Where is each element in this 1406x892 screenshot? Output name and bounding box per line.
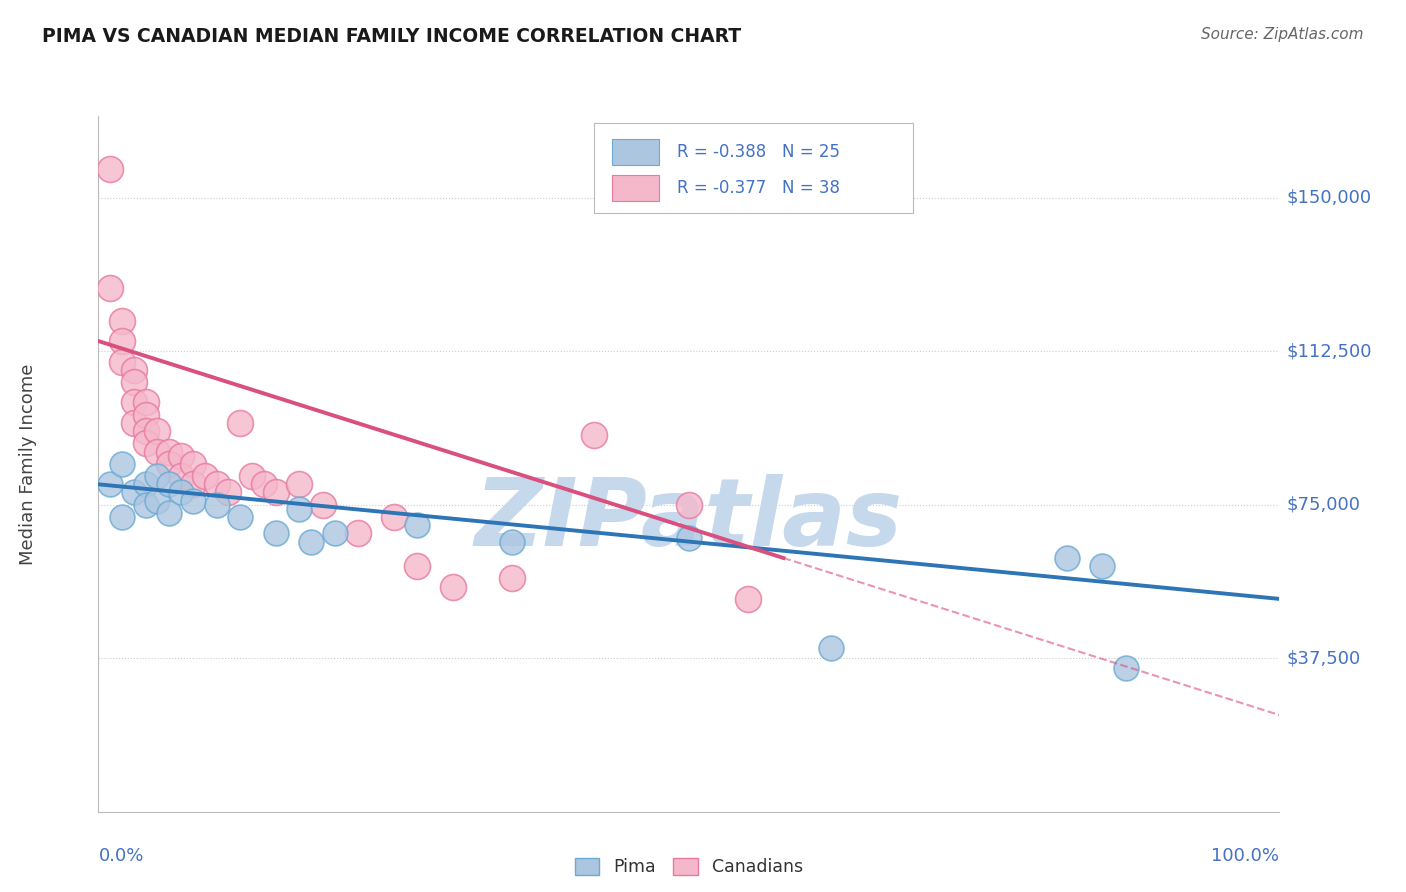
Point [181, 477, 204, 491]
Text: $37,500: $37,500 [1286, 649, 1361, 667]
Point [122, 416, 145, 430]
Point [146, 444, 169, 458]
Point [583, 428, 606, 442]
Point [135, 408, 157, 422]
Point [181, 493, 204, 508]
Point [288, 477, 311, 491]
Point [111, 510, 134, 524]
Point [347, 526, 370, 541]
Point [135, 424, 157, 438]
Point [157, 477, 180, 491]
Point [240, 469, 263, 483]
Point [194, 469, 217, 483]
Point [406, 559, 429, 574]
Point [217, 485, 239, 500]
Point [146, 424, 169, 438]
Point [111, 334, 134, 348]
Text: $150,000: $150,000 [1286, 189, 1372, 207]
Point [820, 640, 842, 655]
Text: PIMA VS CANADIAN MEDIAN FAMILY INCOME CORRELATION CHART: PIMA VS CANADIAN MEDIAN FAMILY INCOME CO… [42, 27, 741, 45]
Text: R = -0.388   N = 25: R = -0.388 N = 25 [678, 143, 841, 161]
Point [229, 416, 252, 430]
Text: ZIPatlas: ZIPatlas [475, 474, 903, 566]
Point [1056, 551, 1078, 566]
Point [299, 534, 322, 549]
Point [312, 498, 335, 512]
Point [135, 395, 157, 409]
Point [229, 510, 252, 524]
Point [135, 436, 157, 450]
Point [678, 498, 700, 512]
Text: R = -0.377   N = 38: R = -0.377 N = 38 [678, 179, 841, 197]
Point [122, 375, 145, 389]
Text: $75,000: $75,000 [1286, 496, 1361, 514]
Point [205, 498, 228, 512]
Point [441, 580, 464, 594]
Point [122, 485, 145, 500]
Point [157, 506, 180, 520]
Point [264, 485, 287, 500]
Point [135, 477, 157, 491]
Point [170, 485, 193, 500]
Text: Source: ZipAtlas.com: Source: ZipAtlas.com [1201, 27, 1364, 42]
Legend: Pima, Canadians: Pima, Canadians [568, 851, 810, 883]
Point [170, 449, 193, 463]
Point [98, 162, 121, 177]
Point [205, 477, 228, 491]
Point [1091, 559, 1114, 574]
FancyBboxPatch shape [595, 123, 914, 213]
Text: 0.0%: 0.0% [98, 847, 143, 865]
Point [157, 457, 180, 471]
Point [501, 534, 523, 549]
Text: Median Family Income: Median Family Income [20, 363, 37, 565]
FancyBboxPatch shape [612, 176, 659, 201]
Point [111, 457, 134, 471]
Point [264, 526, 287, 541]
Point [157, 444, 180, 458]
Text: 100.0%: 100.0% [1212, 847, 1279, 865]
Point [146, 493, 169, 508]
Point [253, 477, 276, 491]
Point [111, 313, 134, 327]
Point [111, 354, 134, 368]
Text: $112,500: $112,500 [1286, 343, 1372, 360]
Point [181, 457, 204, 471]
Point [146, 469, 169, 483]
Point [323, 526, 346, 541]
Point [406, 518, 429, 533]
Point [98, 477, 121, 491]
Point [501, 571, 523, 585]
Point [382, 510, 405, 524]
Point [678, 531, 700, 545]
Point [170, 469, 193, 483]
Point [737, 591, 759, 606]
Point [288, 501, 311, 516]
Point [1115, 661, 1137, 675]
Point [122, 395, 145, 409]
Point [98, 281, 121, 295]
Point [122, 362, 145, 376]
Point [135, 498, 157, 512]
FancyBboxPatch shape [612, 139, 659, 164]
